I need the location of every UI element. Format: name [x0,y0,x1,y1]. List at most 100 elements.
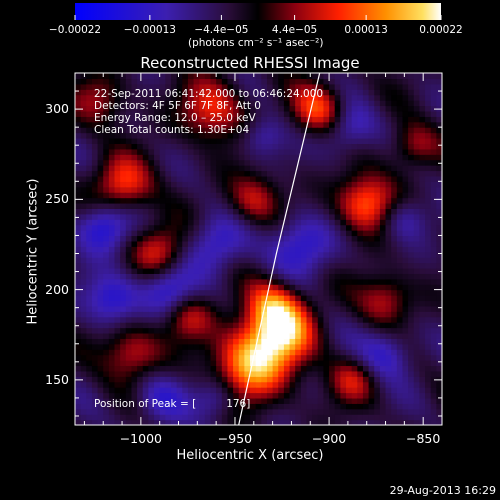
heatmap-cell [385,284,392,291]
heatmap-cell [436,403,442,410]
heatmap-cell [97,208,104,215]
heatmap-cell [199,202,206,209]
heatmap-cell [278,332,285,339]
heatmap-cell [199,175,206,182]
heatmap-cell [103,197,110,204]
heatmap-cell [413,360,421,367]
heatmap-cell [357,94,364,101]
heatmap-cell [312,192,319,199]
heatmap-cell [91,175,99,182]
heatmap-cell [80,78,87,85]
heatmap-cell [419,143,426,150]
heatmap-cell [244,311,251,318]
heatmap-cell [75,246,82,253]
heatmap-cell [80,213,87,220]
heatmap-cell [244,392,251,399]
heatmap-cell [430,94,437,101]
heatmap-cell [283,170,291,177]
heatmap-cell [351,143,358,150]
heatmap-cell [75,262,82,269]
heatmap-cell [244,186,251,193]
heatmap-cell [187,257,195,264]
heatmap-cell [165,370,172,377]
heatmap-cell [120,392,127,399]
heatmap-cell [261,387,268,394]
heatmap-cell [250,170,257,177]
heatmap-cell [97,219,104,226]
heatmap-cell [244,175,251,182]
heatmap-cell [114,235,121,242]
heatmap-cell [154,132,161,139]
heatmap-cell [125,332,133,339]
heatmap-cell [80,327,87,334]
heatmap-cell [125,89,133,96]
heatmap-cell [385,230,392,237]
heatmap-cell [170,137,178,144]
heatmap-cell [306,181,313,188]
heatmap-cell [306,370,313,377]
heatmap-cell [300,273,308,280]
heatmap-cell [193,343,200,350]
heatmap-cell [80,208,87,215]
heatmap-cell [413,137,421,144]
heatmap-cell [391,381,398,388]
heatmap-cell [86,186,93,193]
heatmap-cell [430,354,437,361]
heatmap-cell [103,338,110,345]
heatmap-cell [114,94,121,101]
heatmap-cell [216,392,223,399]
heatmap-cell [170,316,178,323]
heatmap-cell [430,343,437,350]
heatmap-cell [419,137,426,144]
heatmap-cell [357,73,364,80]
heatmap-cell [120,403,127,410]
heatmap-cell [425,224,432,231]
heatmap-cell [351,181,358,188]
heatmap-cell [103,289,110,296]
heatmap-cell [362,273,370,280]
heatmap-cell [283,105,291,112]
heatmap-cell [402,278,409,285]
heatmap-cell [142,73,149,80]
heatmap-cell [436,365,442,372]
heatmap-cell [436,89,442,96]
heatmap-cell [120,327,127,334]
heatmap-cell [402,327,409,334]
heatmap-cell [204,78,212,85]
heatmap-cell [91,360,99,367]
heatmap-cell [148,230,155,237]
heatmap-cell [317,349,325,356]
heatmap-cell [300,322,308,329]
heatmap-cell [419,403,426,410]
heatmap-cell [108,370,116,377]
heatmap-cell [255,132,262,139]
heatmap-cell [357,408,364,415]
heatmap-cell [170,267,178,274]
heatmap-cell [413,121,421,128]
heatmap-cell [165,397,172,404]
heatmap-cell [289,397,296,404]
heatmap-cell [368,365,375,372]
heatmap-cell [351,83,358,90]
heatmap-cell [170,159,178,166]
heatmap-cell [86,305,93,312]
heatmap-cell [97,110,104,117]
heatmap-cell [317,148,325,155]
heatmap-cell [165,300,172,307]
heatmap-cell [97,403,104,410]
heatmap-cell [193,116,200,123]
heatmap-cell [419,246,426,253]
heatmap-cell [125,121,133,128]
heatmap-cell [137,305,144,312]
heatmap-cell [413,197,421,204]
heatmap-cell [419,365,426,372]
heatmap-cell [266,360,274,367]
heatmap-cell [266,181,274,188]
heatmap-cell [283,262,291,269]
heatmap-cell [227,284,234,291]
heatmap-cell [120,273,127,280]
heatmap-cell [182,278,189,285]
heatmap-cell [221,316,229,323]
heatmap-cell [425,197,432,204]
heatmap-cell [91,186,99,193]
